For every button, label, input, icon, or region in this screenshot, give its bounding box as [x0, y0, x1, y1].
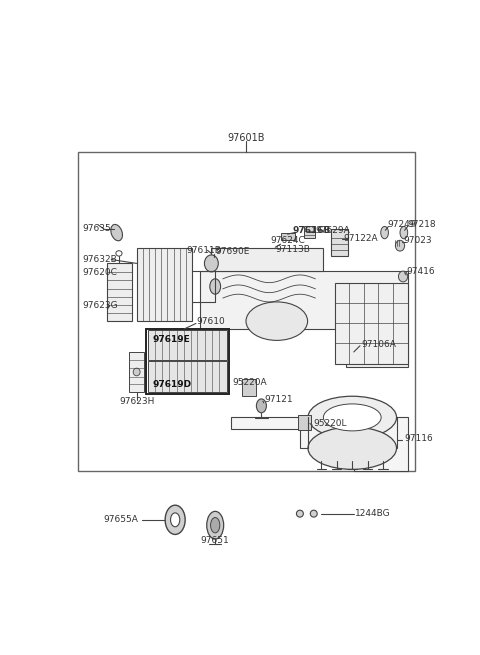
Bar [148, 361, 227, 392]
Text: 97620C: 97620C [83, 268, 118, 277]
Bar [129, 352, 144, 392]
Text: 97416: 97416 [406, 267, 435, 276]
Ellipse shape [324, 404, 381, 431]
Text: 97651: 97651 [201, 536, 229, 545]
Text: 97023: 97023 [404, 236, 432, 245]
Bar [137, 248, 192, 321]
Text: 97624C: 97624C [271, 236, 305, 245]
Ellipse shape [133, 368, 140, 376]
Ellipse shape [116, 251, 122, 256]
Ellipse shape [165, 505, 185, 534]
Bar [304, 226, 314, 238]
Ellipse shape [398, 271, 408, 282]
Ellipse shape [207, 512, 224, 539]
Ellipse shape [204, 255, 218, 272]
Text: 95220L: 95220L [314, 419, 347, 428]
Text: 97601B: 97601B [227, 133, 265, 143]
Bar [281, 233, 295, 240]
Text: 97113B: 97113B [275, 245, 310, 254]
Bar [335, 283, 408, 364]
Ellipse shape [396, 240, 405, 251]
Ellipse shape [310, 510, 317, 517]
Text: 1244BG: 1244BG [355, 509, 391, 518]
Ellipse shape [211, 517, 220, 533]
Text: 97218: 97218 [408, 220, 436, 229]
Ellipse shape [210, 279, 221, 294]
Polygon shape [211, 248, 323, 271]
Text: 97619D: 97619D [152, 380, 191, 389]
Ellipse shape [308, 427, 396, 470]
Text: 97623G: 97623G [83, 301, 119, 310]
Ellipse shape [308, 396, 396, 439]
Text: 97616B: 97616B [292, 226, 331, 234]
Bar [331, 229, 348, 255]
Text: 97116: 97116 [405, 434, 433, 443]
Text: 97632B: 97632B [83, 255, 118, 264]
Bar [299, 415, 311, 430]
Ellipse shape [111, 225, 122, 241]
Ellipse shape [297, 510, 303, 517]
Polygon shape [230, 417, 408, 472]
Bar [146, 329, 229, 394]
Ellipse shape [400, 227, 408, 239]
Text: 97122A: 97122A [344, 234, 378, 243]
Polygon shape [200, 271, 408, 367]
Text: 97629A: 97629A [315, 226, 350, 234]
Ellipse shape [381, 227, 388, 239]
Bar [78, 152, 415, 472]
Text: 97655A: 97655A [104, 515, 138, 524]
Bar [108, 263, 132, 321]
Text: 97619E: 97619E [152, 335, 190, 344]
Ellipse shape [170, 513, 180, 527]
Text: 97121: 97121 [264, 395, 293, 404]
Text: 97610: 97610 [196, 316, 225, 326]
Text: 97635: 97635 [83, 224, 111, 233]
Text: 97690E: 97690E [215, 248, 250, 256]
Text: 97249: 97249 [388, 220, 416, 229]
Ellipse shape [246, 302, 308, 341]
Text: 95220A: 95220A [232, 378, 267, 387]
Text: 97106A: 97106A [361, 340, 396, 348]
Ellipse shape [256, 399, 266, 413]
Bar [242, 379, 256, 396]
Bar [148, 330, 227, 360]
Text: 97623H: 97623H [119, 398, 155, 407]
Text: 97611B: 97611B [187, 246, 222, 255]
